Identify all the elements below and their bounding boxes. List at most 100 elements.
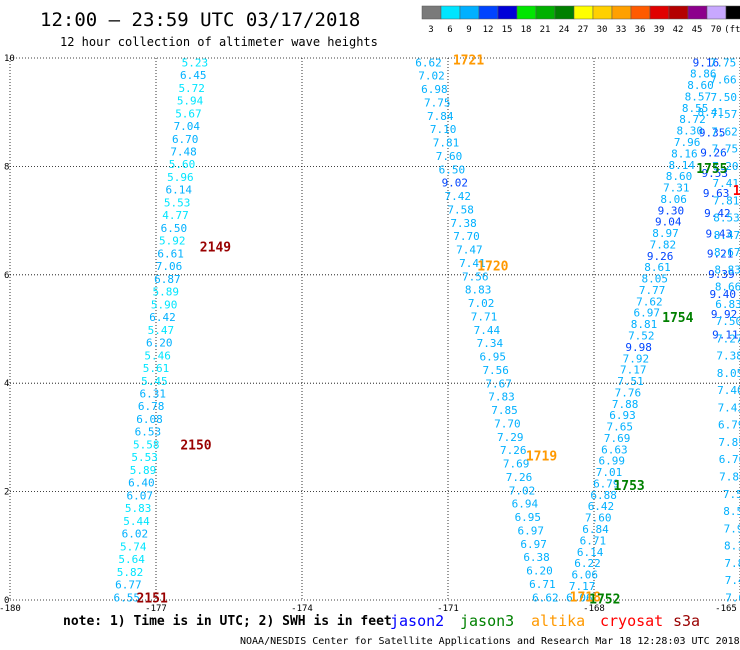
plot-grid bbox=[9, 57, 740, 601]
axis-ticks: -180 -177 -174 -171 -168 -165 0 2 4 6 8 10 bbox=[0, 54, 737, 614]
swh-value-jason3: 6.88 bbox=[590, 489, 617, 502]
swh-value-s3a: 6.40 bbox=[128, 477, 155, 490]
swh-value-jason3: 8.57 bbox=[685, 90, 712, 103]
swh-value-s3a-east: 7.8 bbox=[724, 557, 740, 570]
swh-value-jason3: 6.22 bbox=[574, 557, 601, 570]
time-label: 1752 bbox=[589, 592, 620, 607]
legend-label: 36 bbox=[635, 25, 646, 35]
swh-value-jason3: 8.05 bbox=[642, 273, 669, 286]
swh-value-s3a: 6.20 bbox=[146, 337, 173, 350]
legend-swatch bbox=[554, 5, 575, 20]
swh-value-s3a: 6.08 bbox=[136, 413, 163, 426]
legend-swatch bbox=[592, 5, 613, 20]
swh-value-s3a: 6.31 bbox=[140, 387, 167, 400]
satellite-legend-altika: altika bbox=[531, 612, 585, 630]
swh-value-s3a: 6.61 bbox=[157, 247, 184, 260]
swh-value-jason3: 7.77 bbox=[639, 284, 666, 297]
swh-value-altika: 6.95 bbox=[480, 351, 507, 364]
y-tick-label: 6 bbox=[4, 271, 9, 281]
swh-value-s3a: 6.55 bbox=[114, 591, 141, 604]
swh-value-s3a: 5.58 bbox=[133, 438, 160, 451]
swh-value-s3a: 5.45 bbox=[141, 375, 168, 388]
legend-swatch bbox=[478, 5, 499, 20]
legend-label: 21 bbox=[540, 25, 551, 35]
swh-value-s3a: 6.02 bbox=[122, 528, 149, 541]
swh-value-jason2: 9.21 bbox=[707, 248, 734, 261]
swh-value-jason3: 7.01 bbox=[596, 466, 623, 479]
time-label: 17 bbox=[733, 184, 740, 199]
swh-value-altika: 7.34 bbox=[477, 337, 504, 350]
swh-value-altika: 7.02 bbox=[418, 70, 445, 83]
time-label: 2149 bbox=[200, 241, 231, 256]
swh-value-altika: 7.69 bbox=[503, 458, 530, 471]
legend-swatch bbox=[630, 5, 651, 20]
swh-value-s3a-east: 8.83 bbox=[714, 263, 740, 276]
swh-value-jason3: 7.96 bbox=[674, 136, 701, 149]
swh-value-s3a: 7.06 bbox=[156, 260, 183, 273]
swh-value-s3a-east: 8.05 bbox=[717, 367, 740, 380]
swh-value-altika: 6.98 bbox=[421, 83, 448, 96]
swh-value-s3a-east: 7.62 bbox=[711, 125, 738, 138]
swh-value-jason3: 8.16 bbox=[671, 147, 698, 160]
swh-value-altika: 6.94 bbox=[512, 498, 539, 511]
satellite-legend-jason2: jason2 bbox=[390, 612, 444, 630]
satellite-legend-jason3: jason3 bbox=[460, 612, 514, 630]
swh-value-s3a: 5.23 bbox=[182, 56, 209, 69]
swh-value-jason3: 7.88 bbox=[612, 398, 639, 411]
swh-value-jason3: 6.99 bbox=[598, 455, 625, 468]
swh-value-s3a: 6.07 bbox=[127, 489, 154, 502]
swh-value-s3a-east: 7.20 bbox=[712, 160, 739, 173]
swh-value-jason3: 6.71 bbox=[580, 534, 607, 547]
swh-value-altika: 7.41 bbox=[459, 257, 486, 270]
swh-value-s3a-east: 7.40 bbox=[717, 384, 740, 397]
swh-value-altika: 6.97 bbox=[517, 524, 544, 537]
swh-value-jason3: 8.30 bbox=[677, 125, 704, 138]
swh-value-altika: 7.70 bbox=[453, 230, 480, 243]
time-label: 1721 bbox=[453, 54, 484, 69]
swh-value-jason3: 8.61 bbox=[644, 261, 671, 274]
time-label: 1718 bbox=[570, 590, 601, 605]
swh-value-s3a: 5.74 bbox=[120, 540, 147, 553]
legend-swatch bbox=[668, 5, 689, 20]
swh-value-jason2: 9.63 bbox=[703, 187, 730, 200]
swh-value-jason3: 7.76 bbox=[615, 386, 642, 399]
swh-value-jason3: 8.06 bbox=[660, 193, 687, 206]
swh-value-s3a: 5.82 bbox=[117, 566, 144, 579]
legend-label: 18 bbox=[521, 25, 532, 35]
legend-swatch bbox=[497, 5, 518, 20]
swh-value-s3a: 6.50 bbox=[161, 222, 188, 235]
swh-value-jason3: 8.72 bbox=[679, 113, 706, 126]
legend-label: 12 bbox=[483, 25, 494, 35]
swh-value-s3a-east: 6.79 bbox=[718, 419, 740, 432]
x-tick-label: -171 bbox=[437, 604, 459, 614]
swh-value-jason3: 9.04 bbox=[655, 216, 682, 229]
swh-value-jason3: 7.51 bbox=[617, 375, 644, 388]
chart-title: 12:00 – 23:59 UTC 03/17/2018 bbox=[40, 9, 360, 31]
swh-value-jason3: 7.52 bbox=[628, 330, 655, 343]
legend-swatch bbox=[649, 5, 670, 20]
swh-value-altika: 8.83 bbox=[465, 284, 492, 297]
swh-value-s3a: 6.42 bbox=[149, 311, 176, 324]
swh-value-jason3: 7.82 bbox=[650, 238, 677, 251]
swh-value-jason3: 8.97 bbox=[652, 227, 679, 240]
legend-label: 45 bbox=[692, 25, 703, 35]
swh-value-s3a: 6.53 bbox=[135, 426, 162, 439]
swh-value-altika: 6.50 bbox=[439, 163, 466, 176]
legend-label: 15 bbox=[502, 25, 513, 35]
swh-value-s3a-east: 7.66 bbox=[710, 74, 737, 87]
swh-value-jason2: 8.41 bbox=[698, 106, 725, 119]
time-label: 1753 bbox=[613, 479, 644, 494]
swh-value-s3a: 5.64 bbox=[118, 553, 145, 566]
swh-value-s3a: 5.94 bbox=[177, 95, 204, 108]
swh-value-altika: 7.10 bbox=[430, 123, 457, 136]
y-tick-label: 8 bbox=[4, 162, 9, 172]
swh-value-altika: 7.56 bbox=[462, 270, 489, 283]
swh-value-s3a: 5.92 bbox=[159, 235, 186, 248]
swh-value-s3a: 5.53 bbox=[131, 451, 158, 464]
time-label: 1719 bbox=[526, 449, 557, 464]
swh-value-s3a: 6.70 bbox=[172, 133, 199, 146]
legend-swatch bbox=[440, 5, 461, 20]
swh-value-s3a-east: 8.47 bbox=[714, 229, 740, 242]
legend-label: 70 bbox=[711, 25, 722, 35]
